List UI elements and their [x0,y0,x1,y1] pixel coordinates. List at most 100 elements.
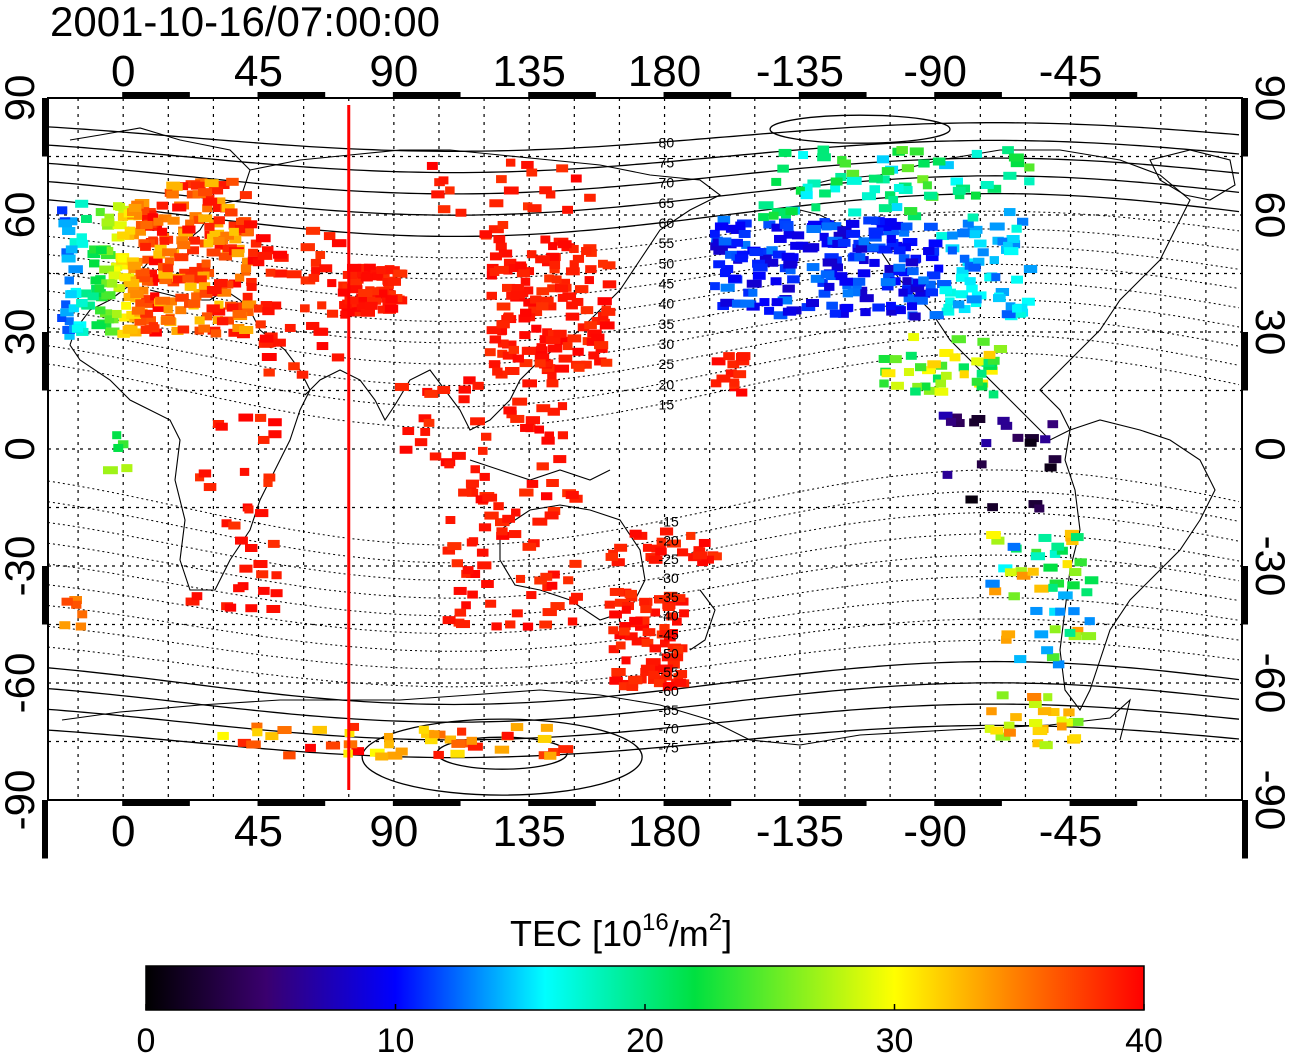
tec-dot [270,301,282,310]
tec-dot [536,404,551,413]
tec-dot [671,594,686,603]
tec-dot [1030,606,1043,615]
contour-label: 15 [659,397,675,413]
left-tick-label: 0 [0,437,43,460]
tec-dot [565,490,579,499]
tec-dot [997,416,1010,425]
tec-dot [899,228,910,237]
tec-dot [540,492,553,501]
tec-dot [214,197,226,206]
tec-dot [935,379,947,388]
tec-dot [1015,567,1027,576]
tec-dot [672,617,682,626]
tec-dot [936,232,950,241]
right-tick-label: 60 [1247,192,1292,239]
tec-dot [666,612,677,621]
tec-dot [1058,591,1073,600]
tec-dot [124,279,140,288]
tec-dot [915,363,927,372]
contour-label: -30 [659,570,679,586]
tec-dot [375,289,388,298]
tec-dot [1028,700,1042,709]
tec-dot [451,451,466,460]
tec-dot [540,723,553,732]
tec-dot [541,436,555,445]
tec-dot [859,294,874,303]
tec-dot [218,252,233,261]
tec-dot [521,160,534,169]
colorbar-tick-label: 30 [876,1022,914,1057]
tec-dot [802,244,818,253]
tec-dot [934,387,949,396]
tec-dot [659,624,670,633]
tec-dot [594,357,607,366]
tec-dot [771,223,783,232]
tec-dot [140,242,151,251]
tec-dot [543,359,554,368]
tec-dot [273,269,288,278]
tec-dot [675,670,688,679]
tec-dot [516,269,530,278]
tec-dot [284,323,296,332]
frame-bar [528,92,596,98]
contour-line [48,639,1240,688]
tec-dot [1012,304,1022,313]
tec-dot [783,260,797,269]
tec-dot [725,250,738,259]
tec-dot [262,307,275,316]
tec-dot [131,306,145,315]
tec-dot [1028,500,1043,509]
tec-dot [525,416,541,425]
tec-dot [841,303,854,312]
tec-dot [556,164,569,173]
tec-dot [1003,171,1017,180]
tec-dot [609,610,622,619]
tec-dot [833,231,849,240]
tec-dot [557,293,568,302]
top-tick-label: -90 [903,47,967,96]
contour-label: 60 [659,215,675,231]
tec-dot [454,608,467,617]
tec-dot [104,213,115,222]
tec-dot [327,279,337,288]
tec-dot [511,508,521,517]
tec-dot [656,537,667,546]
tec-dot [202,204,213,213]
tec-dot [891,381,904,390]
tec-dot [76,239,89,248]
tec-dot [1012,309,1027,318]
tec-dot [819,218,830,227]
tec-dot [263,473,276,482]
tec-dot [926,271,941,280]
tec-dot [605,552,618,561]
tec-dot [199,289,213,298]
tec-dot [1057,722,1067,731]
tec-dot [649,644,662,653]
frame-bar [1242,98,1248,157]
tec-dot [1003,728,1016,737]
tec-dot [718,237,732,246]
tec-dot [528,308,543,317]
tec-dot [1068,607,1080,616]
tec-dot [215,422,228,431]
tec-dot [536,287,550,296]
tec-dot [581,247,592,256]
tec-dot [570,592,583,601]
tec-dot [140,325,152,334]
tec-dot [964,277,976,286]
tec-dot [479,472,490,481]
colorbar-title: TEC [1016/m2] [510,909,732,954]
tec-dot [624,589,638,598]
tec-dot [1069,734,1082,743]
tec-dot [127,261,141,270]
tec-dot [910,284,925,293]
tec-dot [950,413,962,422]
tec-dot [164,297,177,306]
colorbar-tick-label: 40 [1125,1022,1163,1057]
tec-dot [893,246,906,255]
tec-dot [898,288,908,297]
tec-dot [971,357,984,366]
tec-dot [108,271,121,280]
bottom-longitude-ticks: 0 45 90 135 180 -135 -90 -45 [111,807,1102,856]
tec-dot [1004,568,1017,577]
